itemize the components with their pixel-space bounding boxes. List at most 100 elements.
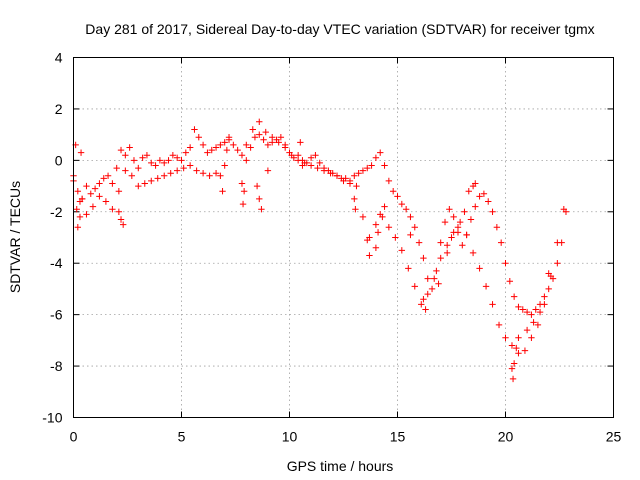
data-point <box>523 308 531 316</box>
data-point <box>385 224 393 231</box>
data-point <box>433 267 440 275</box>
data-point <box>398 247 406 254</box>
data-point <box>428 285 436 293</box>
data-point <box>109 206 116 213</box>
data-point <box>405 265 412 272</box>
data-point <box>502 260 509 267</box>
data-point <box>243 157 250 164</box>
data-point <box>469 249 477 257</box>
data-point <box>109 180 116 187</box>
data-point <box>240 188 248 195</box>
chart-title: Day 281 of 2017, Sidereal Day-to-day VTE… <box>85 21 594 37</box>
data-point <box>513 344 520 352</box>
data-point <box>199 141 207 149</box>
data-point <box>437 254 444 262</box>
data-point <box>161 159 168 167</box>
x-axis-label: GPS time / hours <box>287 458 394 474</box>
data-point <box>528 311 535 318</box>
data-point <box>122 152 129 159</box>
data-point <box>424 290 431 298</box>
data-point <box>545 270 552 277</box>
data-point <box>217 141 224 149</box>
data-point <box>217 172 224 179</box>
y-tick-label: -8 <box>50 358 63 374</box>
data-point <box>91 185 99 192</box>
data-point <box>102 198 110 205</box>
data-point <box>530 319 537 326</box>
data-point <box>463 231 470 239</box>
data-point <box>148 159 155 167</box>
data-point <box>87 190 94 197</box>
data-point <box>536 308 544 316</box>
data-point <box>465 188 472 195</box>
data-point <box>443 242 451 249</box>
data-point <box>180 164 187 172</box>
data-point <box>238 152 246 159</box>
data-point <box>377 149 384 156</box>
data-point <box>262 128 269 136</box>
data-point <box>519 306 526 313</box>
data-point <box>420 296 427 303</box>
data-point <box>510 360 518 367</box>
data-point <box>115 208 123 215</box>
data-point <box>472 180 479 187</box>
data-point <box>186 162 194 169</box>
data-point <box>443 249 451 257</box>
data-point <box>411 283 418 290</box>
data-point <box>74 224 82 231</box>
data-point <box>364 236 371 244</box>
data-point <box>104 172 112 179</box>
data-point <box>225 134 233 141</box>
data-point <box>143 152 151 159</box>
data-point <box>312 152 319 159</box>
data-points <box>70 118 570 383</box>
data-point <box>253 182 261 190</box>
data-point <box>277 134 285 141</box>
data-point <box>141 180 148 187</box>
data-point <box>243 141 250 149</box>
data-point <box>422 306 429 313</box>
data-point <box>161 172 168 179</box>
data-point <box>377 211 384 218</box>
data-point <box>297 139 304 146</box>
data-point <box>493 224 501 231</box>
data-point <box>476 265 483 272</box>
data-point <box>448 234 455 241</box>
data-point <box>221 139 228 146</box>
data-point <box>441 218 449 226</box>
data-point <box>368 162 375 169</box>
data-point <box>269 134 276 141</box>
data-point <box>135 164 142 172</box>
data-point <box>482 283 490 290</box>
data-point <box>456 218 464 226</box>
data-point <box>165 157 172 164</box>
data-point <box>234 146 241 154</box>
data-point <box>508 342 516 349</box>
data-point <box>385 177 393 185</box>
data-point <box>96 193 103 200</box>
tick-labels: 0 5 10 15 20 25 -10 -8 -6 -4 -2 0 2 4 <box>42 50 621 445</box>
data-point <box>113 164 120 172</box>
data-point <box>353 182 360 190</box>
data-point <box>223 146 231 154</box>
data-point <box>407 231 414 239</box>
data-point <box>281 144 289 151</box>
data-point <box>359 167 367 174</box>
y-tick-label: 4 <box>55 50 63 66</box>
data-point <box>83 182 90 190</box>
data-point <box>182 149 190 156</box>
data-point <box>122 167 129 174</box>
data-point <box>506 278 514 285</box>
data-point <box>208 146 215 154</box>
data-point <box>523 326 531 334</box>
x-tick-label: 20 <box>498 429 514 445</box>
data-point <box>532 306 539 313</box>
data-point <box>294 157 302 164</box>
data-point <box>521 347 529 354</box>
y-tick-label: 0 <box>55 152 63 168</box>
data-point <box>497 239 505 246</box>
data-point <box>459 242 466 249</box>
data-point <box>502 334 509 341</box>
data-point <box>402 206 410 213</box>
data-point <box>560 206 568 213</box>
